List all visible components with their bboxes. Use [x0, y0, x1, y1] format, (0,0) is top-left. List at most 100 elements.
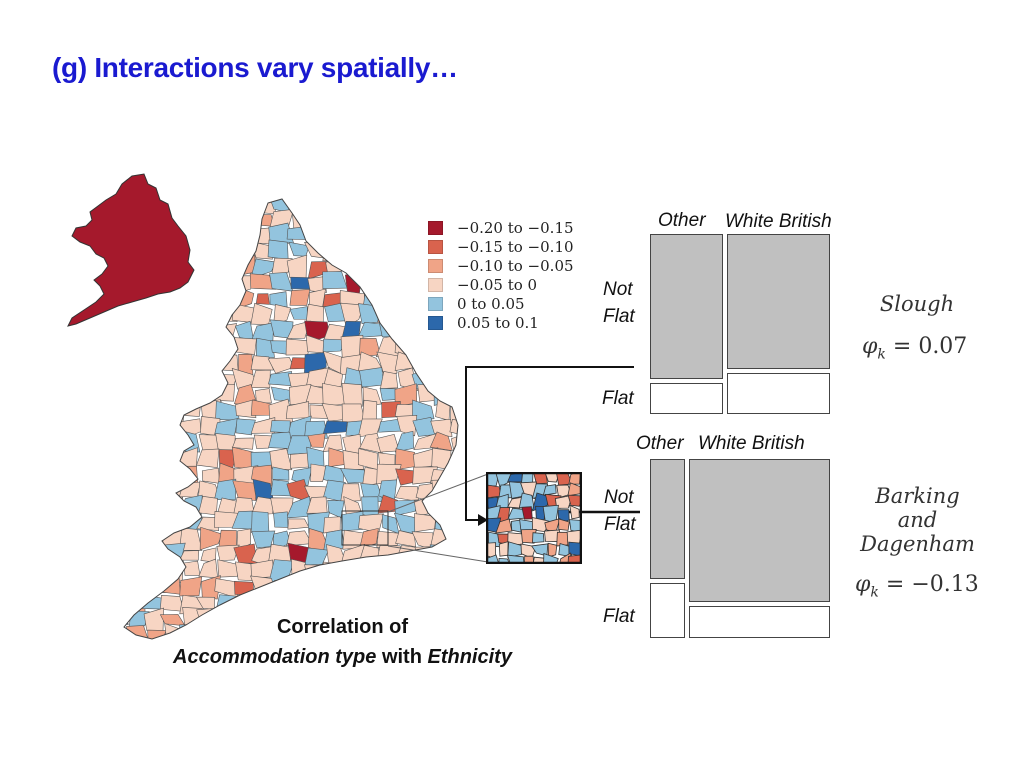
district-region — [327, 499, 345, 519]
district-region — [394, 430, 415, 453]
barking-place-label: Barking and Dagenham — [860, 484, 975, 556]
slough-row-not-label: Not — [603, 279, 633, 300]
borough-region — [533, 472, 548, 485]
borough-region — [507, 541, 526, 558]
district-region — [250, 355, 274, 371]
legend-swatch — [428, 258, 443, 273]
borough-region — [507, 496, 524, 509]
legend-swatch — [428, 315, 443, 330]
barking-wb-notflat-cell — [689, 459, 830, 602]
district-region — [250, 369, 271, 389]
district-region — [179, 527, 203, 551]
legend-swatch — [428, 296, 443, 311]
district-region — [256, 337, 275, 358]
borough-region — [495, 518, 513, 534]
map-caption: Correlation of Accommodation type with E… — [173, 616, 512, 668]
district-region — [232, 480, 257, 501]
slough-row-flat-label: Flat — [602, 388, 634, 409]
district-region — [235, 418, 256, 436]
borough-region — [568, 472, 581, 485]
legend-swatch — [428, 220, 443, 235]
barking-row-not-label: Not — [604, 487, 634, 508]
district-region — [396, 415, 418, 437]
district-region — [250, 258, 277, 279]
district-region — [429, 431, 453, 451]
borough-region — [567, 494, 582, 507]
district-region — [235, 399, 257, 419]
slough-col-white-british-label: White British — [725, 211, 832, 232]
borough-region — [544, 472, 561, 483]
barking-phi-value: φk = −0.13 — [855, 572, 979, 601]
london-inset-map — [486, 472, 582, 564]
district-region — [196, 516, 220, 532]
legend-swatch — [428, 239, 443, 254]
borough-region — [569, 504, 580, 520]
borough-region — [486, 554, 500, 564]
district-region — [307, 276, 327, 293]
england-silhouette-map — [67, 173, 195, 327]
district-region — [310, 463, 328, 482]
district-region — [430, 418, 453, 438]
barking-row-flat-top-label: Flat — [604, 514, 636, 535]
borough-region — [558, 518, 570, 531]
slide-title: (g) Interactions vary spatially… — [52, 52, 458, 83]
legend-item: −0.15 to −0.10 — [428, 237, 574, 256]
slough-col-other-label: Other — [658, 210, 706, 231]
district-region — [269, 448, 293, 471]
district-region — [341, 382, 363, 407]
legend-swatch — [428, 277, 443, 292]
district-region — [307, 433, 326, 448]
legend-item: 0 to 0.05 — [428, 294, 574, 313]
slough-phi-value: φk = 0.07 — [862, 334, 968, 363]
borough-region — [498, 541, 509, 557]
district-region — [412, 399, 435, 421]
district-region — [199, 526, 223, 551]
district-region — [255, 388, 272, 404]
district-region — [255, 293, 270, 305]
district-region — [253, 434, 275, 449]
district-region — [179, 576, 203, 597]
district-region — [124, 611, 129, 625]
district-region — [272, 466, 290, 481]
district-region — [214, 478, 237, 501]
district-region — [322, 434, 343, 452]
borough-region — [543, 552, 559, 564]
district-region — [394, 499, 420, 516]
borough-region — [520, 481, 537, 500]
slough-other-notflat-cell — [650, 234, 723, 379]
district-region — [304, 352, 327, 375]
district-region — [395, 530, 417, 548]
barking-wb-flat-cell — [689, 606, 830, 638]
borough-region — [532, 532, 545, 544]
legend-item: −0.20 to −0.15 — [428, 218, 574, 237]
district-region — [232, 437, 254, 450]
slough-wb-flat-cell — [727, 373, 830, 414]
district-region — [340, 483, 361, 502]
district-region — [380, 371, 399, 389]
barking-other-flat-cell — [650, 583, 685, 638]
district-region — [251, 496, 275, 516]
district-region — [217, 559, 240, 578]
borough-region — [568, 541, 582, 557]
district-region — [340, 302, 365, 328]
slough-row-flat-top-label: Flat — [603, 306, 635, 327]
district-region — [322, 368, 343, 389]
slough-place-label: Slough — [879, 292, 955, 316]
district-region — [359, 527, 379, 548]
borough-region — [542, 484, 557, 496]
legend-item: −0.05 to 0 — [428, 275, 574, 294]
legend-item: 0.05 to 0.1 — [428, 313, 574, 332]
barking-other-notflat-cell — [650, 459, 685, 579]
district-region — [216, 544, 240, 561]
borough-region — [547, 542, 558, 558]
district-region — [251, 530, 276, 549]
choropleth-map — [123, 198, 459, 640]
barking-col-white-british-label: White British — [698, 433, 805, 454]
slough-other-flat-cell — [650, 383, 723, 414]
barking-col-other-label: Other — [636, 433, 684, 454]
legend-item: −0.10 to −0.05 — [428, 256, 574, 275]
borough-region — [567, 482, 582, 497]
district-region — [196, 448, 220, 469]
slough-wb-notflat-cell — [727, 234, 830, 369]
